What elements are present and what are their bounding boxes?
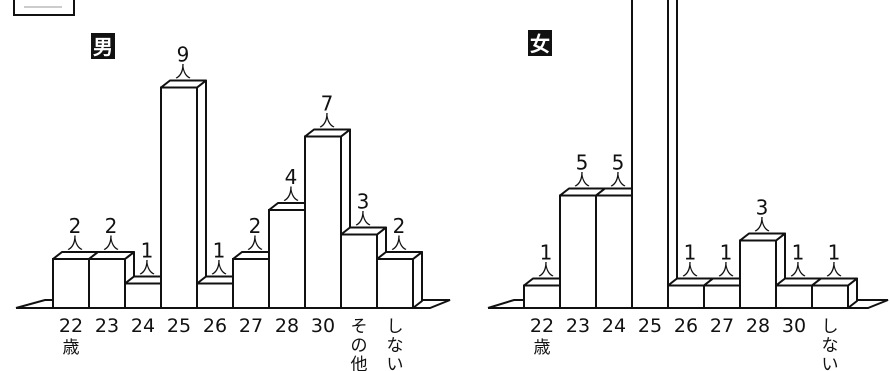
bar-front	[703, 284, 741, 309]
bar-front	[268, 209, 306, 309]
category-label: 23	[95, 315, 119, 337]
category-label: 22	[530, 315, 554, 337]
data-label-unit: 人	[247, 234, 263, 253]
bar-front	[340, 233, 378, 309]
data-label-unit: 人	[826, 261, 842, 280]
category-label: 27	[710, 315, 734, 337]
bar-side	[196, 79, 207, 309]
category-label-suffix: 歳	[534, 338, 551, 358]
data-label: 5	[612, 151, 625, 175]
bar-front	[739, 239, 777, 309]
data-label-unit: 人	[718, 261, 734, 280]
bar-side	[412, 251, 423, 309]
bar-front	[124, 282, 162, 309]
bar-front	[88, 258, 126, 309]
bar-front	[595, 194, 633, 309]
data-label: 1	[684, 241, 697, 265]
bar-female-8	[811, 277, 858, 309]
bar-front	[523, 284, 561, 309]
bar-top	[340, 226, 387, 236]
bar-front	[196, 282, 234, 309]
bar-front	[160, 86, 198, 309]
data-label: 1	[792, 241, 805, 265]
data-label-unit: 人	[139, 259, 155, 278]
bar-top	[160, 79, 207, 89]
category-label-suffix: 歳	[63, 338, 80, 358]
data-label: 1	[828, 241, 841, 265]
data-label-unit: 人	[283, 185, 299, 204]
data-label-unit: 人	[355, 210, 371, 229]
bar-top	[811, 277, 858, 287]
data-label-unit: 人	[682, 261, 698, 280]
data-label: 1	[540, 241, 553, 265]
bar-top	[304, 128, 351, 138]
data-label-unit: 人	[574, 171, 590, 190]
data-label-unit: 人	[211, 259, 227, 278]
data-label: 3	[357, 190, 370, 214]
bar-front	[775, 284, 813, 309]
chart-title-badge	[528, 30, 552, 56]
category-label: 28	[275, 315, 299, 337]
category-label: 24	[131, 315, 155, 337]
category-label: 28	[746, 315, 770, 337]
bar-top	[376, 251, 423, 260]
chart-title: 女	[530, 32, 550, 56]
data-label-unit: 人	[790, 261, 806, 280]
category-label: 25	[638, 315, 662, 337]
chart-title: 男	[93, 35, 113, 59]
bar-front	[667, 284, 705, 309]
data-label: 2	[249, 214, 262, 238]
bar-male-9	[376, 251, 423, 309]
bar-front	[304, 135, 342, 309]
data-label-unit: 人	[610, 171, 626, 190]
data-label-unit: 人	[67, 234, 83, 253]
category-label: 26	[674, 315, 698, 337]
category-label: 22	[59, 315, 83, 337]
data-label: 1	[141, 239, 154, 263]
data-label-unit: 人	[391, 234, 407, 253]
category-label: しない	[822, 317, 839, 371]
bar-front	[232, 258, 270, 309]
data-label-unit: 人	[754, 216, 770, 235]
data-label: 4	[285, 165, 298, 189]
data-label: 7	[321, 92, 334, 116]
bar-female-3	[631, 0, 678, 309]
data-label: 2	[105, 214, 118, 238]
bar-front	[559, 194, 597, 309]
bar-top	[739, 232, 786, 242]
category-label: 24	[602, 315, 626, 337]
category-label: しない	[387, 317, 404, 371]
bar-side	[667, 0, 678, 309]
data-label: 3	[756, 196, 769, 220]
data-label: 5	[576, 151, 589, 175]
category-label: 30	[311, 315, 335, 337]
bar-front	[376, 258, 414, 309]
bar-front	[811, 284, 849, 309]
chart-title-badge	[91, 33, 115, 59]
data-label: 9	[177, 43, 190, 67]
chart-panel-male: 男2人22歳2人231人249人251人262人274人287人303人その他2…	[15, 33, 451, 371]
chart-panel-female: 女1人22歳5人235人2415人251人261人273人281人301人しない	[487, 0, 889, 371]
category-label: 30	[782, 315, 806, 337]
category-label: その他	[351, 317, 368, 371]
data-label: 1	[720, 241, 733, 265]
data-label-unit: 人	[175, 63, 191, 82]
category-label: 26	[203, 315, 227, 337]
bar-top	[88, 251, 135, 260]
data-label: 2	[69, 214, 82, 238]
data-label: 1	[213, 239, 226, 263]
data-label-unit: 人	[103, 234, 119, 253]
data-label-unit: 人	[319, 112, 335, 131]
category-label: 23	[566, 315, 590, 337]
bar-front	[631, 0, 669, 309]
data-label: 2	[393, 214, 406, 238]
bar-front	[52, 258, 90, 309]
category-label: 25	[167, 315, 191, 337]
category-label: 27	[239, 315, 263, 337]
data-label-unit: 人	[538, 261, 554, 280]
bar-male-3	[160, 79, 207, 309]
header-box	[13, 0, 75, 16]
